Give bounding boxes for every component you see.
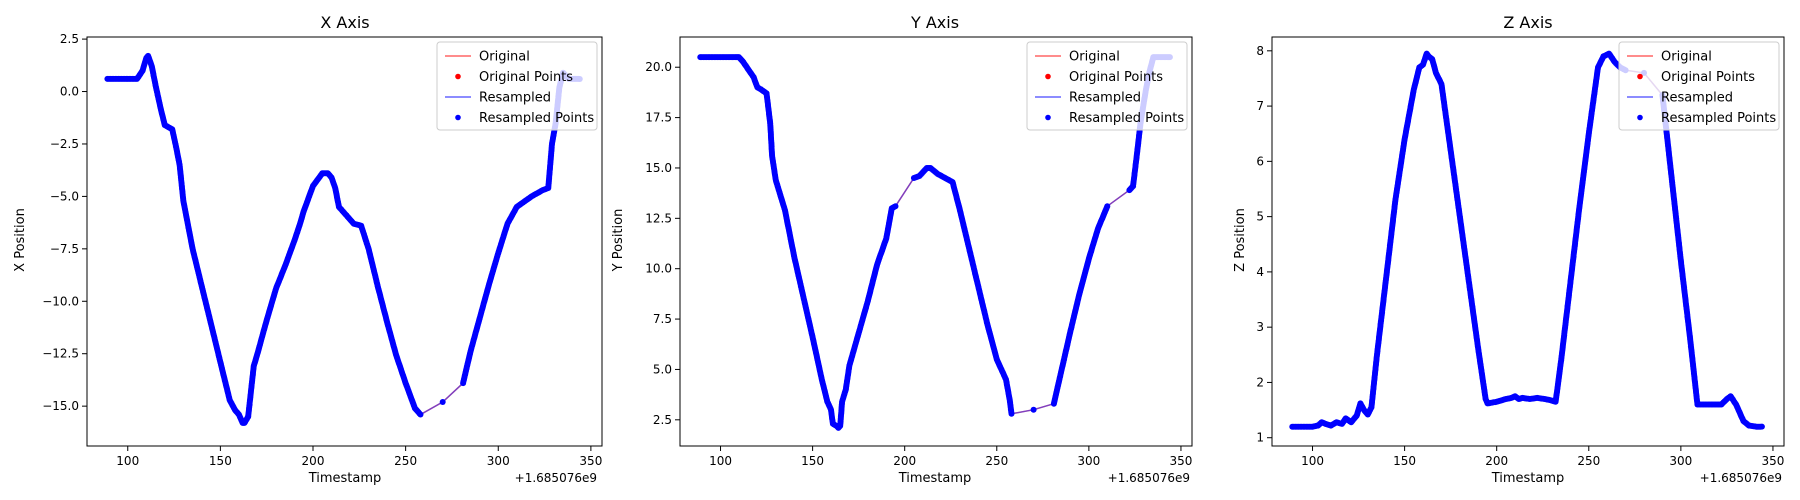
legend-label: Original Points: [1069, 70, 1163, 85]
x-tick-label: 300: [1077, 454, 1100, 468]
y-tick-label: −12.5: [42, 347, 79, 361]
x-tick-label: 200: [1485, 454, 1508, 468]
legend-label: Original: [1661, 50, 1712, 65]
legend-point-swatch: [1045, 73, 1051, 80]
y-tick-label: 0.0: [60, 85, 79, 99]
z-axis-panel: Z Axis Timestamp Z Position +1.685076e9 …: [1233, 13, 1785, 486]
y-tick-label: 17.5: [645, 111, 672, 125]
legend-label: Resampled Points: [479, 111, 594, 126]
chart-title: Y Axis: [910, 13, 959, 32]
legend-point-swatch: [1637, 73, 1643, 80]
x-tick-label: 150: [1393, 454, 1416, 468]
resampled-point: [1030, 406, 1037, 413]
chart-title: Z Axis: [1503, 13, 1552, 32]
legend-point-swatch: [455, 114, 461, 121]
y-tick-label: 3: [1256, 320, 1264, 334]
resampled-point: [1758, 423, 1765, 430]
y-tick-label: 5.0: [653, 362, 672, 376]
x-tick-label: 100: [1301, 454, 1324, 468]
x-tick-label: 300: [1669, 454, 1692, 468]
y-axis-label: Y Position: [611, 209, 626, 273]
x-tick-label: 150: [801, 454, 824, 468]
plot-frame: [1271, 36, 1785, 447]
y-tick-label: −2.5: [50, 137, 79, 151]
legend-label: Resampled: [479, 91, 551, 106]
x-tick-label: 350: [1169, 454, 1192, 468]
x-axis-label: Timestamp: [308, 471, 382, 486]
y-tick-label: 1: [1256, 431, 1264, 445]
x-tick-label: 350: [579, 454, 602, 468]
x-offset-label: +1.685076e9: [1700, 471, 1782, 485]
legend-point-swatch: [1637, 114, 1643, 121]
y-tick-label: 2: [1256, 375, 1264, 389]
chart-title: X Axis: [320, 13, 369, 32]
y-tick-label: −15.0: [42, 399, 79, 413]
y-tick-label: 7.5: [653, 312, 672, 326]
x-tick-label: 100: [116, 454, 139, 468]
y-tick-label: −7.5: [50, 242, 79, 256]
resampled-point: [1104, 203, 1111, 210]
legend-box: [1026, 41, 1188, 131]
y-tick-label: 20.0: [645, 60, 672, 74]
legend-label: Original Points: [1661, 70, 1755, 85]
legend-box: [1618, 41, 1780, 131]
x-tick-label: 350: [1761, 454, 1784, 468]
x-tick-label: 100: [709, 454, 732, 468]
y-tick-label: 2.5: [60, 32, 79, 46]
legend: Original Original Points Resampled Resample…: [1618, 41, 1780, 131]
x-tick-label: 200: [893, 454, 916, 468]
x-tick-label: 250: [1577, 454, 1600, 468]
y-tick-label: 12.5: [645, 211, 672, 225]
legend-point-swatch: [1045, 114, 1051, 121]
resampled-points: [697, 54, 1173, 431]
x-axis-label: Timestamp: [898, 471, 972, 486]
x-tick-label: 250: [985, 454, 1008, 468]
legend: Original Original Points Resampled Resample…: [436, 41, 598, 131]
resampled-point: [439, 399, 446, 405]
legend-label: Resampled Points: [1661, 111, 1776, 126]
x-tick-label: 300: [487, 454, 510, 468]
legend-label: Resampled: [1661, 91, 1733, 106]
plot-frame: [679, 36, 1193, 447]
legend-label: Original: [1069, 50, 1120, 65]
legend-label: Resampled: [1069, 91, 1141, 106]
y-tick-label: −5.0: [50, 189, 79, 203]
y-tick-label: 2.5: [653, 413, 672, 427]
y-axis-panel: Y Axis Timestamp Y Position +1.685076e9 …: [611, 13, 1193, 486]
x-axis-label: Timestamp: [1491, 471, 1565, 486]
legend: Original Original Points Resampled Resample…: [1026, 41, 1188, 131]
legend-label: Resampled Points: [1069, 111, 1184, 126]
legend-label: Original: [479, 50, 530, 65]
y-tick-label: 4: [1256, 265, 1264, 279]
y-tick-label: 5: [1256, 210, 1264, 224]
legend-label: Original Points: [479, 70, 573, 85]
y-tick-label: 10.0: [645, 262, 672, 276]
legend-point-swatch: [455, 73, 461, 80]
y-tick-label: 6: [1256, 154, 1264, 168]
y-axis-label: Z Position: [1233, 208, 1248, 272]
y-tick-label: −10.0: [42, 294, 79, 308]
x-axis-panel: X Axis Timestamp X Position +1.685076e9 …: [13, 13, 603, 486]
legend-box: [436, 41, 598, 131]
y-tick-label: 15.0: [645, 161, 672, 175]
x-tick-label: 250: [394, 454, 417, 468]
resampled-point: [1008, 410, 1015, 417]
plot-frame: [86, 36, 603, 447]
x-tick-label: 150: [209, 454, 232, 468]
y-tick-label: 8: [1256, 44, 1264, 58]
x-tick-label: 200: [302, 454, 325, 468]
y-axis-label: X Position: [13, 208, 28, 272]
x-offset-label: +1.685076e9: [515, 471, 597, 485]
y-tick-label: 7: [1256, 99, 1264, 113]
x-offset-label: +1.685076e9: [1108, 471, 1190, 485]
resampled-point: [892, 203, 899, 210]
resampled-point: [417, 411, 424, 418]
resampled-points: [1289, 50, 1765, 430]
